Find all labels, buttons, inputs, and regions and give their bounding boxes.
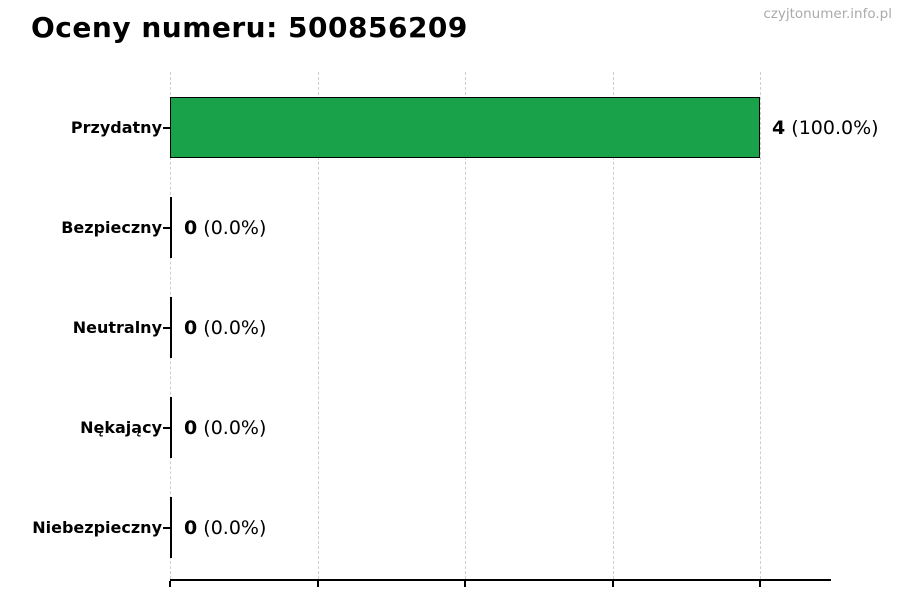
bar [170,97,760,158]
gridline [612,72,614,579]
x-axis-tick [169,581,171,587]
value-percent: (100.0%) [791,116,879,139]
y-axis-tick [163,127,170,129]
category-label: Bezpieczny [61,218,162,237]
value-count: 0 [184,416,198,439]
chart-title: Oceny numeru: 500856209 [31,11,468,44]
category-label: Przydatny [70,118,162,137]
x-axis-tick [464,581,466,587]
category-label: Niebezpieczny [32,518,162,537]
bar [170,297,172,358]
x-axis-tick [611,581,614,587]
value-label: 0 (0.0%) [184,217,266,239]
value-percent: (0.0%) [203,216,267,239]
gridline [760,72,761,579]
bar-row: 4 (100.0%) [170,97,879,158]
value-label: 0 (0.0%) [184,317,266,339]
gridline [465,72,466,579]
bar-row: 0 (0.0%) [170,497,266,558]
category-label: Nękający [80,418,162,437]
bar-row: 0 (0.0%) [170,397,266,458]
value-count: 0 [184,316,198,339]
value-label: 4 (100.0%) [772,117,879,139]
category-label: Neutralny [72,318,162,337]
x-axis-tick [759,581,761,587]
bar-row: 0 (0.0%) [170,297,266,358]
gridline [317,72,319,579]
site-watermark: czyjtonumer.info.pl [763,6,892,22]
y-axis-tick [163,427,170,429]
value-label: 0 (0.0%) [184,517,266,539]
bar [170,197,172,258]
bar [170,397,172,458]
plot-area: 4 (100.0%) 0 (0.0%) 0 (0.0%) 0 (0.0%) 0 … [169,72,879,587]
bar-row: 0 (0.0%) [170,197,266,258]
value-percent: (0.0%) [203,316,267,339]
value-count: 0 [184,516,198,539]
value-label: 0 (0.0%) [184,417,266,439]
y-axis-tick [163,327,170,329]
value-count: 4 [772,116,786,139]
x-axis-tick [316,581,319,587]
y-axis-tick [163,527,170,529]
bar [170,497,172,558]
y-axis-tick [163,227,170,229]
value-percent: (0.0%) [203,416,267,439]
value-count: 0 [184,216,198,239]
value-percent: (0.0%) [203,516,267,539]
